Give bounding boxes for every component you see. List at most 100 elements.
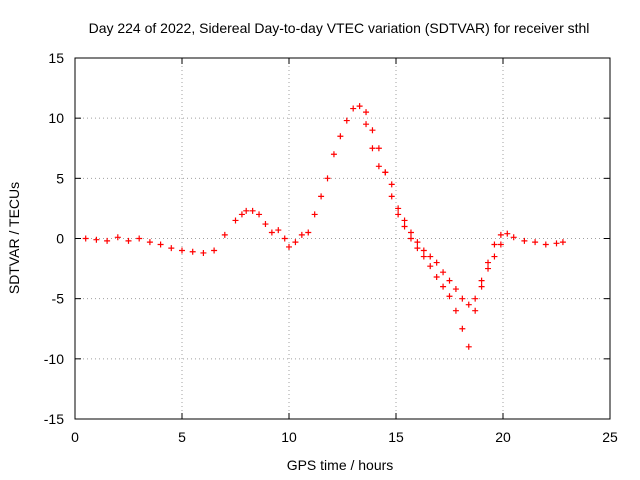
y-tick-label: -10 (44, 351, 64, 367)
data-point (532, 239, 539, 246)
data-point (157, 241, 164, 248)
data-point (440, 283, 447, 290)
grid-layer (75, 58, 610, 419)
data-point (292, 239, 299, 246)
data-point (414, 245, 421, 252)
data-point (459, 325, 466, 332)
data-point (262, 221, 269, 228)
data-point (189, 248, 196, 255)
data-point (407, 235, 414, 242)
y-tick-label: 5 (56, 170, 64, 186)
data-point (330, 151, 337, 158)
data-point (433, 259, 440, 266)
data-point (275, 227, 282, 234)
data-point (200, 249, 207, 256)
data-point (243, 207, 250, 214)
data-point (559, 239, 566, 246)
y-tick-label: -15 (44, 411, 64, 427)
data-point (491, 241, 498, 248)
x-tick-label: 15 (388, 429, 404, 445)
x-tick-label: 10 (281, 429, 297, 445)
data-point (472, 295, 479, 302)
data-point (114, 234, 121, 241)
data-point (465, 301, 472, 308)
data-point (337, 133, 344, 140)
data-point (478, 283, 485, 290)
data-point (375, 163, 382, 170)
points-layer (82, 103, 566, 350)
y-axis-label: SDTVAR / TECUs (6, 182, 22, 294)
data-point (268, 229, 275, 236)
data-point (256, 211, 263, 218)
series-sthl (82, 103, 566, 350)
data-point (356, 103, 363, 110)
data-point (179, 247, 185, 254)
data-point (401, 217, 408, 224)
y-tick-label: 0 (56, 231, 64, 247)
data-point (382, 169, 389, 176)
data-point (401, 223, 408, 230)
data-point (472, 307, 479, 314)
data-point (491, 253, 498, 260)
data-point (82, 235, 89, 242)
y-tick-label: 15 (48, 50, 64, 66)
data-point (542, 241, 549, 248)
data-point (446, 293, 453, 300)
data-point (407, 229, 414, 236)
data-point (363, 121, 370, 128)
data-point (211, 247, 218, 254)
data-point (350, 105, 357, 112)
data-point (446, 277, 453, 284)
data-point (433, 274, 440, 281)
data-point (497, 241, 504, 248)
data-point (232, 217, 239, 224)
data-point (395, 211, 402, 218)
data-point (221, 231, 228, 238)
data-point (136, 235, 143, 242)
x-tick-label: 20 (495, 429, 511, 445)
data-point (485, 265, 492, 272)
data-point (305, 229, 312, 236)
data-point (311, 211, 318, 218)
data-point (478, 277, 485, 284)
data-point (420, 253, 427, 260)
x-tick-label: 5 (178, 429, 186, 445)
data-point (504, 230, 511, 237)
data-point (146, 239, 153, 246)
data-point (298, 231, 305, 238)
data-point (497, 231, 504, 238)
data-point (427, 263, 434, 270)
data-point (318, 193, 325, 200)
data-point (281, 235, 288, 242)
data-point (388, 181, 395, 188)
data-point (553, 240, 560, 247)
data-point (369, 145, 376, 152)
data-point (510, 234, 517, 241)
y-tick-label: 10 (48, 110, 64, 126)
x-tick-label: 25 (602, 429, 618, 445)
data-point (363, 109, 370, 116)
data-point (388, 193, 395, 200)
data-point (369, 127, 376, 134)
data-point (414, 239, 421, 246)
data-point (238, 211, 245, 218)
x-axis-label: GPS time / hours (287, 457, 394, 473)
series-sthl-b (363, 121, 504, 308)
x-tick-label: 0 (71, 429, 79, 445)
data-point (440, 269, 447, 276)
y-tick-label: -5 (52, 291, 65, 307)
data-point (395, 205, 402, 212)
data-point (452, 286, 459, 293)
ticks-layer: 0 5 10 15 20 25 -15 -10 -5 0 5 10 15 (44, 50, 618, 445)
data-point (343, 117, 350, 124)
data-point (249, 207, 256, 214)
data-point (104, 237, 111, 244)
data-point (324, 175, 331, 182)
data-point (459, 295, 466, 302)
data-point (420, 247, 427, 254)
data-point (93, 236, 100, 243)
data-point (427, 253, 434, 260)
data-point (465, 343, 472, 350)
data-point (168, 245, 175, 252)
data-point (125, 237, 132, 244)
